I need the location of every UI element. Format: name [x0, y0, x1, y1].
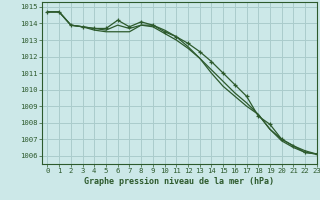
- X-axis label: Graphe pression niveau de la mer (hPa): Graphe pression niveau de la mer (hPa): [84, 177, 274, 186]
